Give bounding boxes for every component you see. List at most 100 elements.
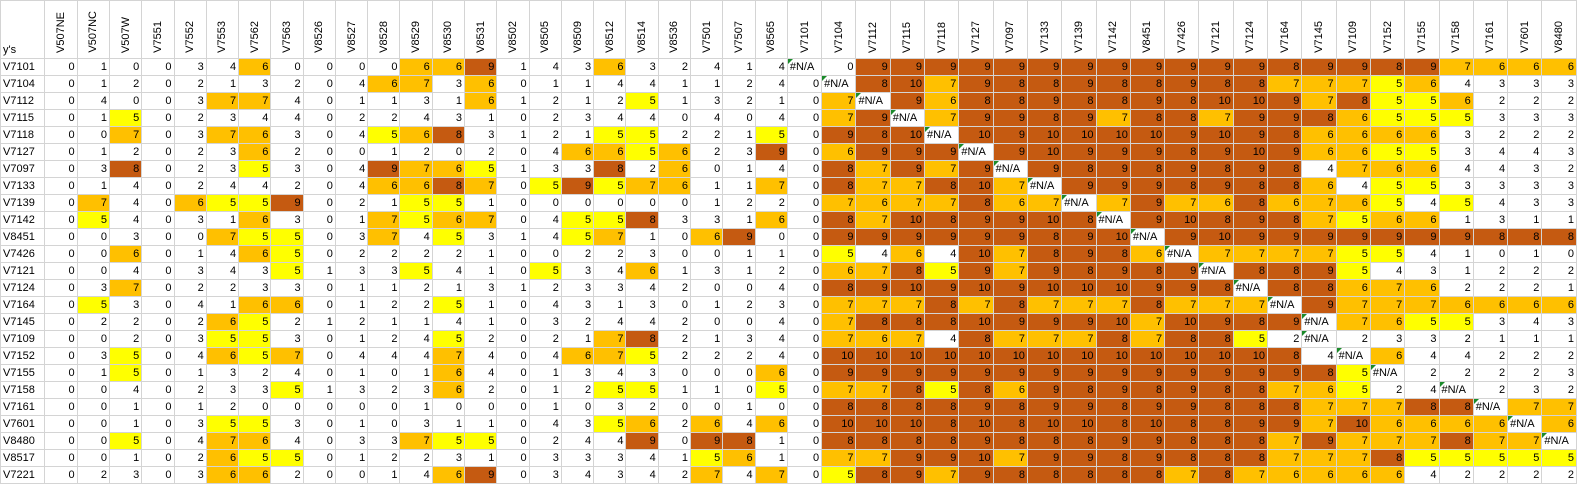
data-cell[interactable]: 1 bbox=[302, 313, 336, 331]
data-cell[interactable]: 5 bbox=[1369, 194, 1406, 212]
data-cell[interactable]: 0 bbox=[464, 398, 498, 416]
data-cell[interactable]: 1 bbox=[754, 92, 788, 110]
data-cell[interactable]: 9 bbox=[1164, 364, 1200, 382]
data-cell[interactable]: 2 bbox=[1472, 466, 1509, 484]
column-header-v8451[interactable]: V8451 bbox=[1129, 0, 1166, 59]
data-cell[interactable]: 3 bbox=[238, 75, 272, 93]
data-cell[interactable]: 9 bbox=[1095, 432, 1131, 450]
error-cell[interactable]: #N/A bbox=[1507, 415, 1543, 433]
data-cell[interactable]: 8 bbox=[1541, 228, 1577, 246]
data-cell[interactable]: 4 bbox=[754, 347, 788, 365]
data-cell[interactable]: 5 bbox=[924, 381, 960, 399]
data-cell[interactable]: 5 bbox=[464, 160, 498, 178]
data-cell[interactable]: 9 bbox=[1232, 211, 1269, 229]
data-cell[interactable]: 2 bbox=[399, 143, 433, 161]
data-cell[interactable]: 10 bbox=[1232, 143, 1269, 161]
data-cell[interactable]: 3 bbox=[657, 211, 692, 229]
data-cell[interactable]: 8 bbox=[1301, 109, 1337, 127]
data-cell[interactable]: 7 bbox=[889, 177, 926, 195]
data-cell[interactable]: 4 bbox=[1472, 143, 1509, 161]
data-cell[interactable]: 7 bbox=[821, 92, 857, 110]
data-cell[interactable]: 2 bbox=[754, 262, 788, 280]
data-cell[interactable]: 8 bbox=[1164, 143, 1200, 161]
data-cell[interactable]: 1 bbox=[560, 92, 595, 110]
data-cell[interactable]: 3 bbox=[1507, 194, 1543, 212]
data-cell[interactable]: 5 bbox=[625, 347, 659, 365]
data-cell[interactable]: 7 bbox=[464, 211, 498, 229]
data-cell[interactable]: 0 bbox=[302, 466, 336, 484]
data-cell[interactable]: 8 bbox=[1232, 381, 1269, 399]
data-cell[interactable]: 0 bbox=[141, 466, 175, 484]
data-cell[interactable]: 0 bbox=[141, 313, 175, 331]
data-cell[interactable]: 8 bbox=[625, 330, 659, 348]
data-cell[interactable]: 8 bbox=[1095, 245, 1131, 263]
data-cell[interactable]: 4 bbox=[593, 313, 627, 331]
data-cell[interactable]: 7 bbox=[1164, 466, 1200, 484]
data-cell[interactable]: 8 bbox=[1232, 194, 1269, 212]
data-cell[interactable]: 2 bbox=[1541, 381, 1577, 399]
error-cell[interactable]: #N/A bbox=[1061, 194, 1097, 212]
data-cell[interactable]: 1 bbox=[690, 330, 724, 348]
data-cell[interactable]: 9 bbox=[1129, 398, 1166, 416]
data-cell[interactable]: 3 bbox=[560, 160, 595, 178]
data-cell[interactable]: 2 bbox=[1472, 279, 1509, 297]
data-cell[interactable]: 3 bbox=[173, 466, 207, 484]
data-cell[interactable]: 2 bbox=[367, 245, 401, 263]
data-cell[interactable]: 8 bbox=[821, 177, 857, 195]
data-cell[interactable]: 3 bbox=[560, 109, 595, 127]
data-cell[interactable]: 2 bbox=[722, 75, 756, 93]
row-label[interactable]: V7221 bbox=[0, 466, 46, 484]
data-cell[interactable]: 9 bbox=[1198, 177, 1234, 195]
data-cell[interactable]: 7 bbox=[399, 160, 433, 178]
error-cell[interactable]: #N/A bbox=[786, 58, 823, 76]
data-cell[interactable]: 1 bbox=[464, 449, 498, 467]
data-cell[interactable]: 1 bbox=[334, 211, 369, 229]
data-cell[interactable]: 7 bbox=[1129, 313, 1166, 331]
data-cell[interactable]: 3 bbox=[173, 262, 207, 280]
data-cell[interactable]: 9 bbox=[1404, 228, 1440, 246]
data-cell[interactable]: 0 bbox=[786, 432, 823, 450]
data-cell[interactable]: 0 bbox=[786, 313, 823, 331]
data-cell[interactable]: 9 bbox=[1129, 92, 1166, 110]
data-cell[interactable]: 1 bbox=[496, 58, 530, 76]
data-cell[interactable]: 2 bbox=[1507, 92, 1543, 110]
column-header-v7164[interactable]: V7164 bbox=[1267, 0, 1303, 59]
data-cell[interactable]: 4 bbox=[924, 330, 960, 348]
data-cell[interactable]: 6 bbox=[1541, 415, 1577, 433]
data-cell[interactable]: 10 bbox=[958, 279, 994, 297]
data-cell[interactable]: 5 bbox=[399, 194, 433, 212]
column-header-v7127[interactable]: V7127 bbox=[958, 0, 994, 59]
data-cell[interactable]: 0 bbox=[44, 466, 78, 484]
data-cell[interactable]: 9 bbox=[1095, 364, 1131, 382]
data-cell[interactable]: 9 bbox=[1267, 228, 1303, 246]
data-cell[interactable]: 8 bbox=[889, 262, 926, 280]
data-cell[interactable]: 4 bbox=[238, 109, 272, 127]
data-cell[interactable]: 0 bbox=[76, 398, 110, 416]
data-cell[interactable]: 2 bbox=[173, 143, 207, 161]
data-cell[interactable]: 2 bbox=[1472, 92, 1509, 110]
data-cell[interactable]: 9 bbox=[754, 143, 788, 161]
data-cell[interactable]: 4 bbox=[625, 313, 659, 331]
data-cell[interactable]: 7 bbox=[1335, 160, 1371, 178]
data-cell[interactable]: 5 bbox=[1541, 449, 1577, 467]
data-cell[interactable]: 8 bbox=[1129, 160, 1166, 178]
data-cell[interactable]: 4 bbox=[270, 92, 304, 110]
data-cell[interactable]: 4 bbox=[238, 177, 272, 195]
error-cell[interactable]: #N/A bbox=[1472, 398, 1509, 416]
data-cell[interactable]: 9 bbox=[924, 143, 960, 161]
data-cell[interactable]: 8 bbox=[1095, 449, 1131, 467]
data-cell[interactable]: 2 bbox=[1369, 381, 1406, 399]
data-cell[interactable]: 0 bbox=[786, 262, 823, 280]
data-cell[interactable]: 9 bbox=[1198, 364, 1234, 382]
data-cell[interactable]: 0 bbox=[302, 211, 336, 229]
data-cell[interactable]: 0 bbox=[367, 415, 401, 433]
data-cell[interactable]: 6 bbox=[1507, 58, 1543, 76]
data-cell[interactable]: 5 bbox=[238, 347, 272, 365]
data-cell[interactable]: 6 bbox=[690, 415, 724, 433]
data-cell[interactable]: 8 bbox=[1164, 415, 1200, 433]
data-cell[interactable]: 5 bbox=[1335, 262, 1371, 280]
data-cell[interactable]: 7 bbox=[464, 177, 498, 195]
data-cell[interactable]: 6 bbox=[889, 245, 926, 263]
data-cell[interactable]: 1 bbox=[367, 313, 401, 331]
data-cell[interactable]: 9 bbox=[1198, 143, 1234, 161]
